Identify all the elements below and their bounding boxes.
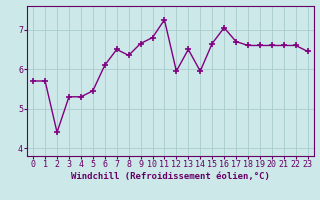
X-axis label: Windchill (Refroidissement éolien,°C): Windchill (Refroidissement éolien,°C) xyxy=(71,172,270,181)
